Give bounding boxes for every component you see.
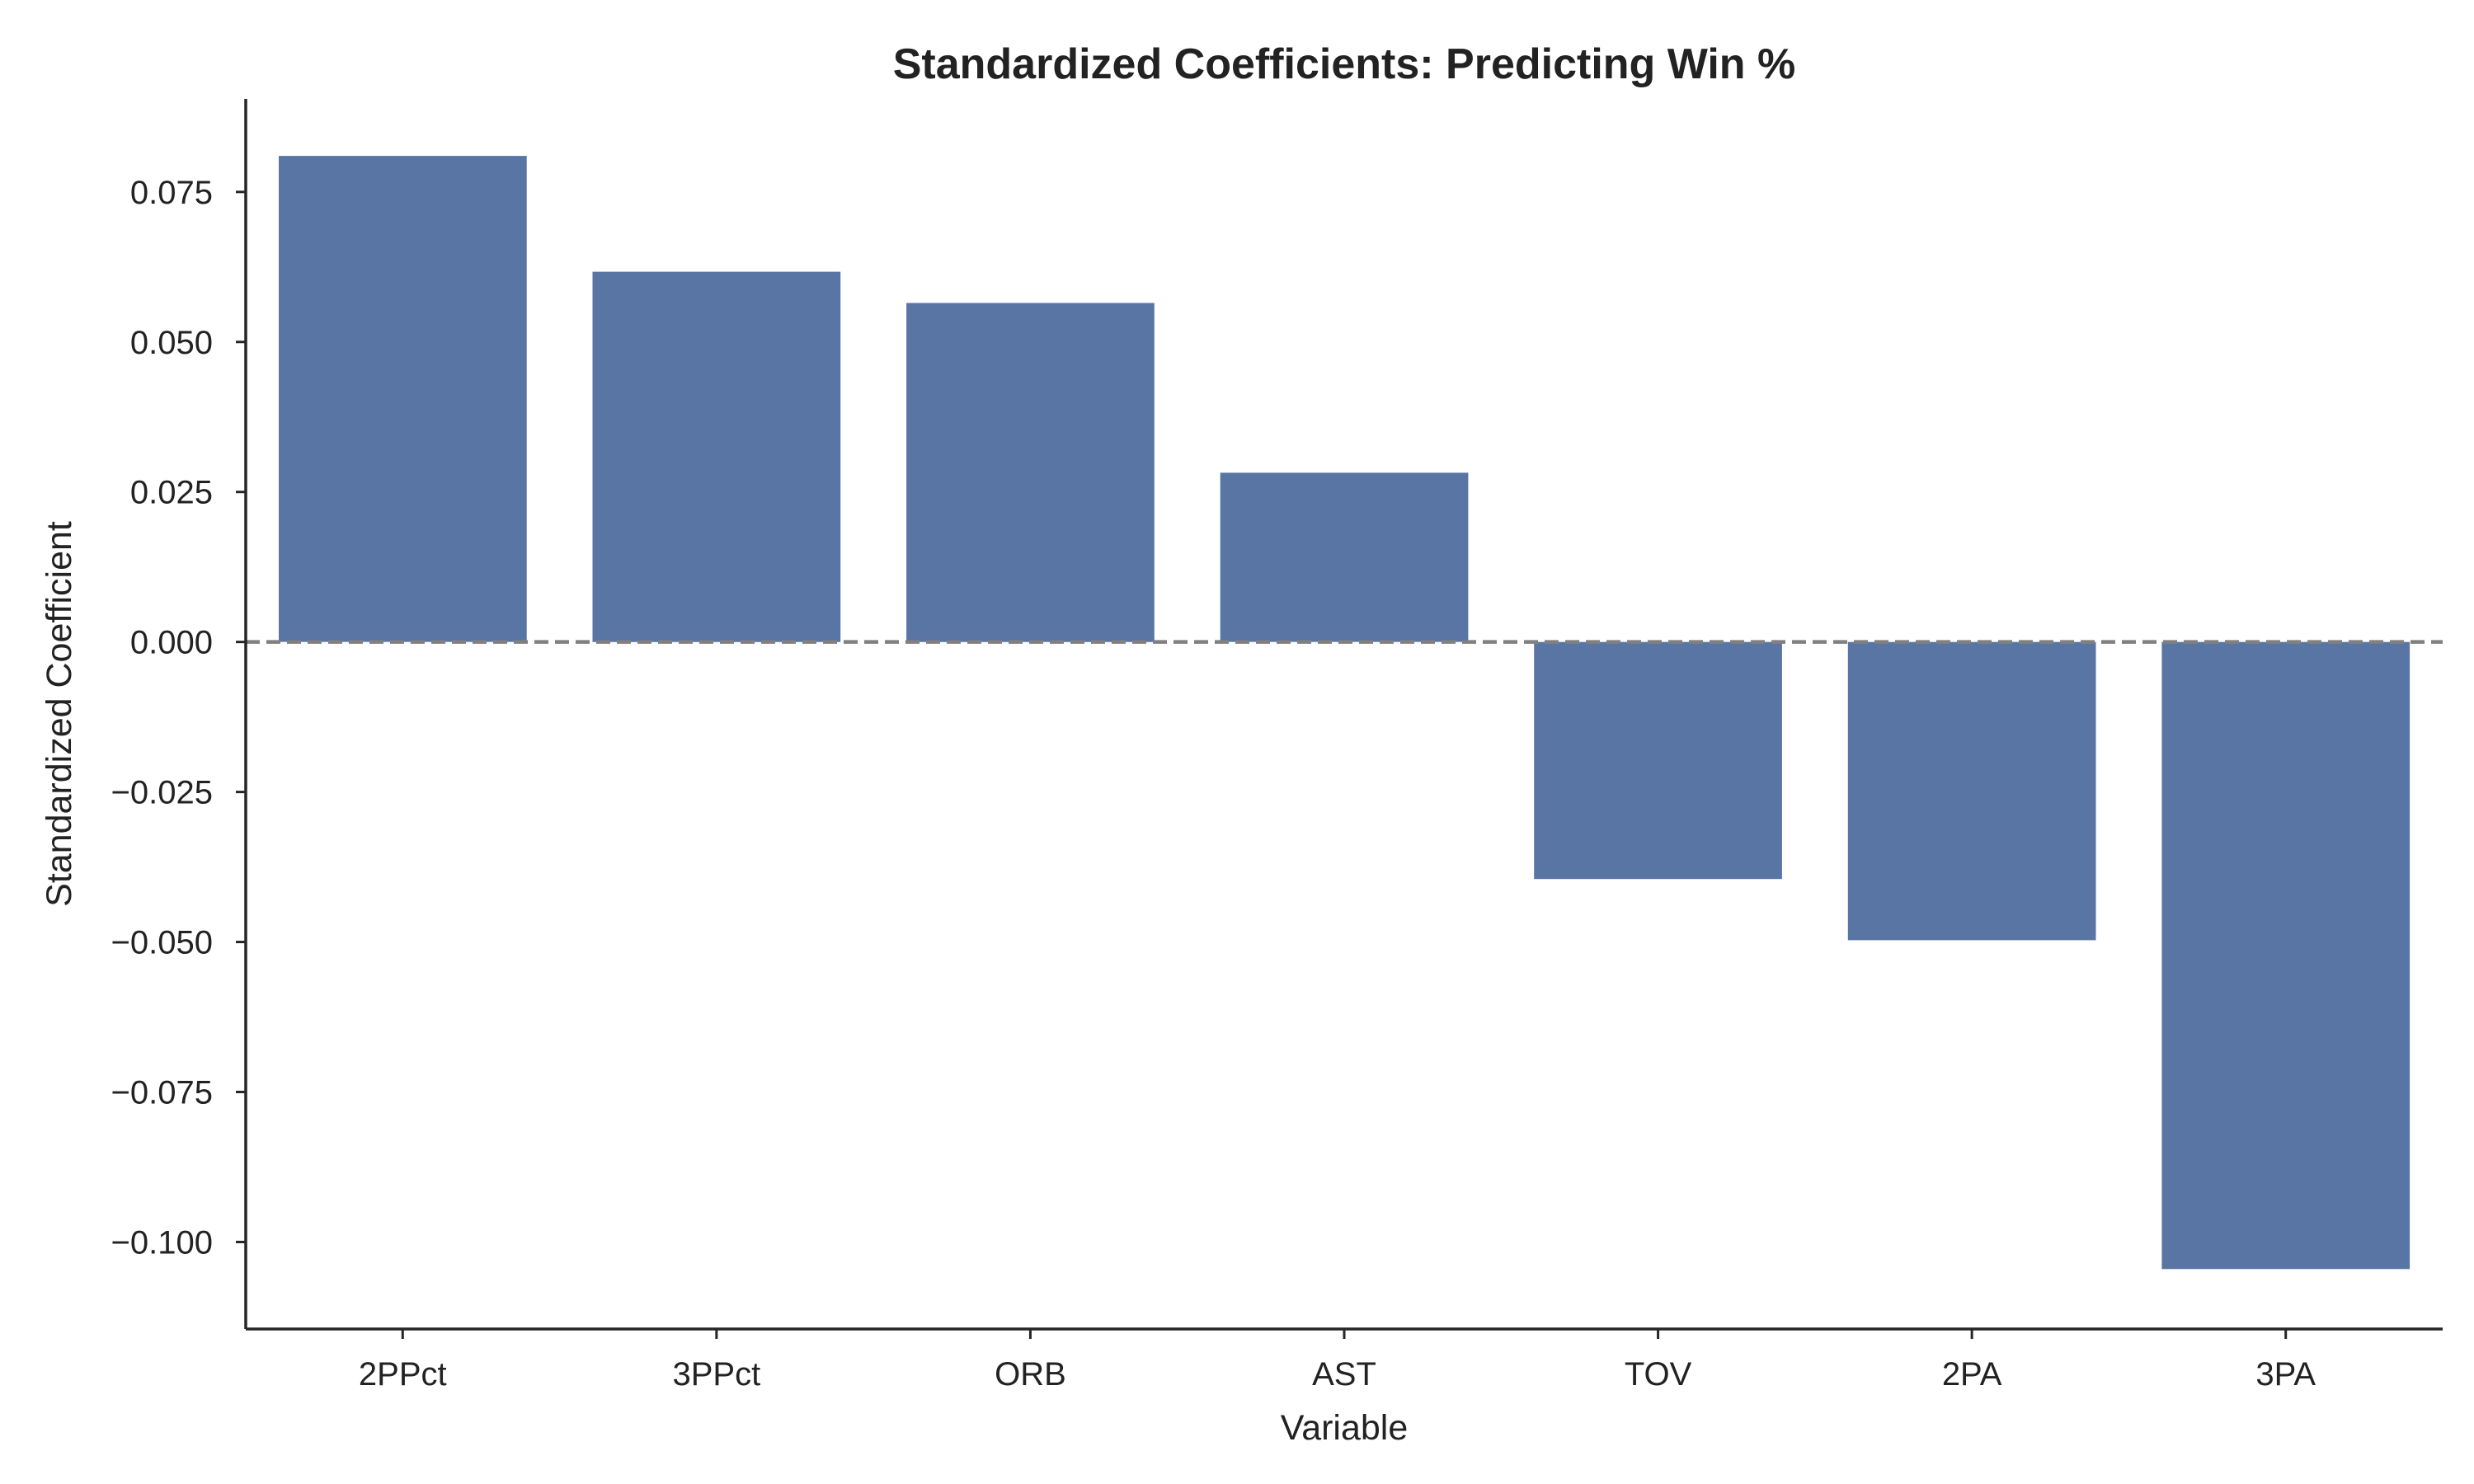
y-tick-label: −0.050 <box>111 925 213 961</box>
y-tick-label: 0.025 <box>130 475 213 511</box>
y-tick-label: −0.075 <box>111 1075 213 1111</box>
chart-title: Standardized Coefficients: Predicting Wi… <box>893 40 1796 88</box>
x-tick-label: 3PA <box>2255 1356 2316 1392</box>
bar-AST <box>1220 472 1469 642</box>
y-tick-label: −0.100 <box>111 1224 213 1261</box>
bar-ORB <box>906 303 1155 642</box>
x-tick-label: 3PPct <box>672 1356 760 1392</box>
bar-2PA <box>1847 641 2096 941</box>
bar-3PA <box>2161 641 2411 1270</box>
y-tick-label: 0.075 <box>130 175 213 211</box>
y-axis-label: Standardized Coefficient <box>40 521 79 907</box>
x-tick-label: AST <box>1312 1356 1376 1392</box>
y-tick-label: 0.000 <box>130 625 213 661</box>
x-ticks-group: 2PPct 3PPct ORB AST TOV 2PA 3PA <box>359 1329 2316 1392</box>
y-ticks-group: 0.075 0.050 0.025 0.000 −0.025 −0.050 −0.075 −0… <box>111 175 246 1261</box>
bars-group <box>279 156 2411 1270</box>
x-tick-label: ORB <box>995 1356 1066 1392</box>
x-tick-label: 2PA <box>1942 1356 2002 1392</box>
x-axis-label: Variable <box>1281 1408 1409 1448</box>
bar-TOV <box>1534 641 1782 880</box>
bar-2PPct <box>279 156 527 642</box>
bar-3PPct <box>592 271 841 642</box>
x-tick-label: 2PPct <box>359 1356 447 1392</box>
y-tick-label: −0.025 <box>111 775 213 811</box>
x-tick-label: TOV <box>1625 1356 1692 1392</box>
y-tick-label: 0.050 <box>130 325 213 361</box>
